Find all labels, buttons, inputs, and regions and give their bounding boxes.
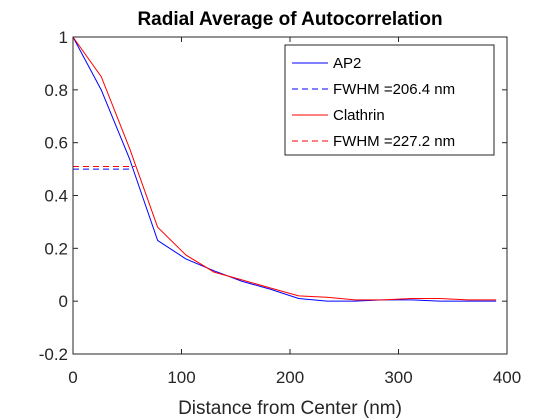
x-tick-label: 300 (384, 368, 412, 387)
legend-label-3: FWHM =227.2 nm (333, 133, 455, 150)
y-tick-label: 0.2 (44, 239, 68, 258)
axes-box (72, 36, 508, 355)
legend-label-2: Clathrin (333, 107, 385, 124)
y-tick-label: 0.8 (44, 81, 68, 100)
series-layer (72, 36, 497, 302)
y-tick-label: 0.4 (44, 187, 68, 206)
x-tick-label: 0 (68, 368, 77, 387)
y-tick-label: 0.6 (44, 134, 68, 153)
ticks-layer: 0 100 200 300 400-0.200.20.40.60.81 (39, 28, 521, 387)
y-tick-label: -0.2 (39, 345, 68, 364)
legend-label-1: FWHM =206.4 nm (333, 81, 455, 98)
legend: AP2 FWHM =206.4 nm Clathrin FWHM =227.2 nm (284, 44, 495, 156)
y-tick-label: 1 (59, 28, 68, 47)
x-axis-label: Distance from Center (nm) (178, 398, 402, 419)
y-tick-label: 0 (59, 292, 68, 311)
series-line-0 (72, 36, 497, 302)
legend-items: AP2 FWHM =206.4 nm Clathrin FWHM =227.2 nm (292, 55, 455, 150)
x-tick-label: 400 (493, 368, 521, 387)
x-tick-label: 100 (167, 368, 195, 387)
chart-title: Radial Average of Autocorrelation (137, 9, 442, 30)
series-line-2 (72, 36, 497, 301)
x-tick-label: 200 (276, 368, 304, 387)
legend-label-0: AP2 (333, 55, 361, 72)
